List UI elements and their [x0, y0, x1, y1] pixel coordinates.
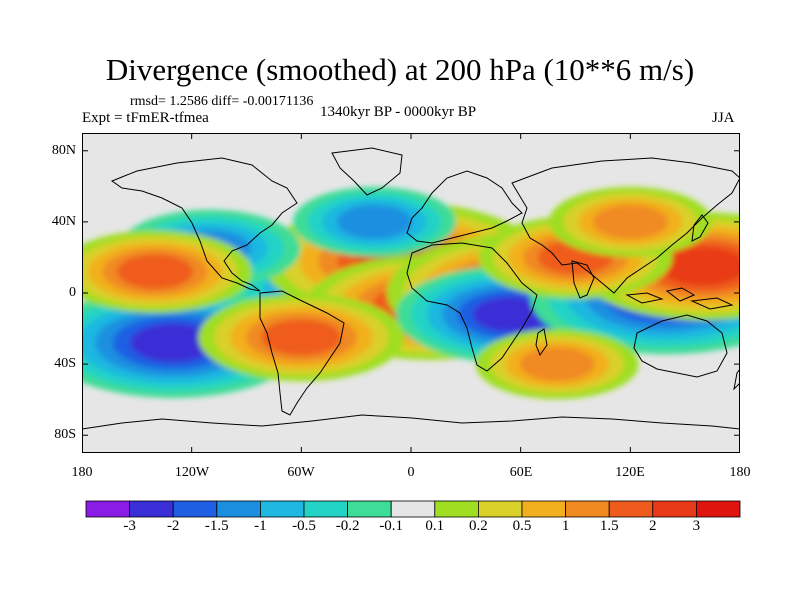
x-tick-label-120w: 120W — [174, 465, 210, 480]
colorbar-label-6: -0.1 — [379, 518, 404, 534]
colorbar-swatch-9 — [477, 500, 523, 518]
contour-region-11-5 — [552, 246, 599, 269]
colorbar-swatch-3 — [216, 500, 261, 518]
colorbar-swatch-1 — [129, 500, 174, 518]
contour-region-4-6 — [488, 303, 535, 326]
y-tick-label-40s: 40S — [54, 356, 76, 371]
colorbar-swatch-13 — [652, 500, 697, 518]
contour-region-14-4 — [351, 210, 398, 233]
contour-region-13-4 — [534, 353, 580, 376]
experiment-label: Expt = tFmER-tfmea — [82, 110, 209, 126]
colorbar-label-12: 2 — [649, 518, 657, 534]
contour-region-9-5 — [277, 325, 326, 349]
colorbar-label-0: -3 — [123, 518, 136, 534]
season-label: JJA — [712, 110, 735, 126]
colorbar-swatch-7 — [390, 500, 436, 518]
colorbar-label-1: -2 — [166, 518, 180, 534]
y-tick-label-eq: 0 — [69, 285, 76, 300]
contour-region-7-6 — [147, 330, 199, 355]
contour-region-12-4 — [607, 210, 654, 233]
colorbar-label-7: 0.1 — [425, 518, 445, 534]
x-tick-label-0: 0 — [407, 465, 415, 480]
colorbar-label-8: 0.2 — [469, 518, 488, 534]
colorbar-swatch-11 — [565, 500, 610, 518]
x-tick-label-60w: 60W — [287, 465, 315, 480]
y-tick-label-40n: 40N — [51, 214, 76, 229]
contour-region-6-6 — [678, 254, 729, 279]
x-tick-label-60e: 60E — [509, 465, 533, 480]
chart-title: Divergence (smoothed) at 200 hPa (10**6 … — [105, 52, 695, 87]
colorbar-swatch-8 — [434, 500, 479, 518]
contour-fields — [82, 186, 740, 400]
colorbar-label-4: -0.5 — [292, 518, 316, 534]
period-label: 1340kyr BP - 0000kyr BP — [320, 104, 477, 120]
colorbar-swatch-0 — [85, 500, 130, 518]
contour-region-10-5 — [132, 260, 178, 283]
y-tick-label-80n: 80N — [51, 143, 76, 158]
colorbar-label-10: 1 — [561, 518, 570, 534]
divergence-map — [82, 133, 740, 453]
colorbar-label-2: -1.5 — [204, 518, 229, 534]
colorbar-label-3: -1 — [254, 518, 267, 534]
x-tick-label-180e: 180 — [729, 465, 751, 480]
axis-ticks — [82, 133, 740, 453]
colorbar-label-9: 0.5 — [512, 518, 532, 534]
x-tick-label-120e: 120E — [615, 465, 645, 480]
colorbar-swatch-4 — [259, 500, 305, 518]
coastlines — [82, 147, 740, 430]
colorbar-label-13: 3 — [692, 518, 701, 534]
colorbar — [85, 500, 741, 518]
x-tick-label-180w: 180 — [71, 465, 93, 480]
y-tick-label-80s: 80S — [54, 427, 76, 442]
colorbar-label-5: -0.2 — [335, 518, 360, 534]
colorbar-swatch-6 — [347, 500, 392, 518]
colorbar-swatch-14 — [696, 500, 741, 518]
colorbar-label-11: 1.5 — [599, 518, 619, 534]
colorbar-swatch-2 — [172, 500, 218, 518]
colorbar-swatch-5 — [303, 500, 348, 518]
colorbar-swatch-12 — [608, 500, 654, 518]
colorbar-swatch-10 — [521, 500, 566, 518]
rmsd-diff-text: rmsd= 1.2586 diff= -0.00171136 — [130, 94, 314, 109]
